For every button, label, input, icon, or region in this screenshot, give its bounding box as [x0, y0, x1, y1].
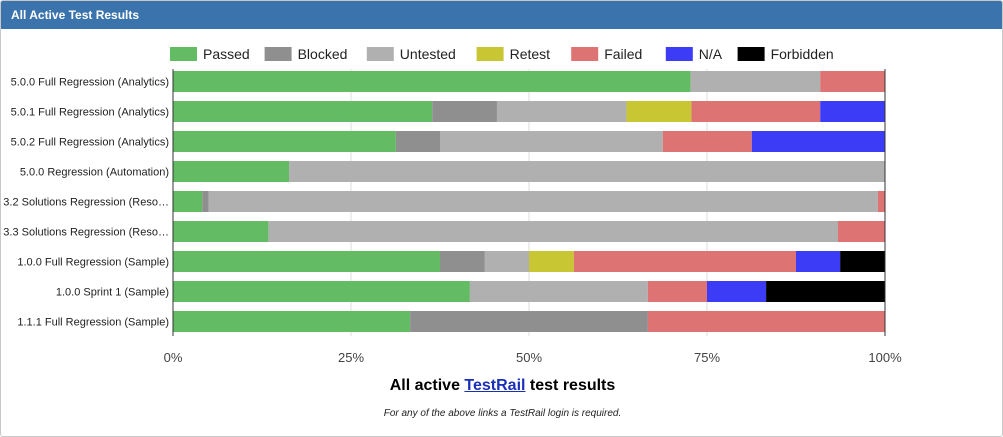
bar-passed-8	[173, 311, 411, 332]
bar-passed-1	[173, 101, 433, 122]
bar-passed-2	[173, 131, 396, 152]
legend-label: Retest	[510, 46, 551, 62]
legend-swatch-passed	[170, 47, 197, 61]
bar-untested-4	[208, 191, 878, 212]
bar-untested-6	[484, 251, 529, 272]
category-label: 5.0.0 Full Regression (Analytics)	[11, 77, 169, 89]
bar-failed-0	[820, 71, 885, 92]
bar-failed-6	[573, 251, 796, 272]
category-label: 5.0.1 Full Regression (Analytics)	[11, 107, 169, 119]
category-label: 3.2 Solutions Regression (Reso…	[3, 197, 169, 209]
legend-swatch-na	[665, 47, 693, 61]
bar-blocked-4	[202, 191, 209, 212]
x-tick-label: 100%	[868, 350, 902, 365]
bar-passed-3	[173, 161, 290, 182]
caption-prefix: All active	[389, 377, 465, 394]
legend-label: N/A	[699, 46, 723, 62]
bar-passed-6	[173, 251, 440, 272]
bar-na-6	[796, 251, 841, 272]
bar-blocked-8	[410, 311, 648, 332]
category-label: 5.0.2 Full Regression (Analytics)	[11, 137, 169, 149]
caption-suffix: test results	[525, 377, 616, 394]
bar-retest-6	[529, 251, 574, 272]
bar-blocked-1	[432, 101, 497, 122]
legend-swatch-failed	[571, 47, 599, 61]
legend-swatch-blocked	[264, 47, 292, 61]
login-note: For any of the above links a TestRail lo…	[383, 408, 622, 419]
bar-forbidden-7	[766, 281, 885, 302]
category-label: 1.0.0 Full Regression (Sample)	[17, 257, 169, 269]
legend-swatch-forbidden	[737, 47, 765, 61]
bar-failed-2	[662, 131, 752, 152]
bar-blocked-6	[440, 251, 485, 272]
bar-passed-4	[173, 191, 203, 212]
x-tick-label: 50%	[516, 350, 542, 365]
bar-blocked-2	[395, 131, 440, 152]
legend-label: Blocked	[298, 46, 348, 62]
bar-failed-7	[647, 281, 707, 302]
legend-swatch-untested	[366, 47, 394, 61]
x-tick-label: 75%	[694, 350, 720, 365]
panel-title: All Active Test Results	[1, 1, 1002, 29]
bar-forbidden-6	[840, 251, 885, 272]
testrail-link[interactable]: TestRail	[464, 377, 526, 394]
x-tick-label: 25%	[338, 350, 364, 365]
category-label: 1.1.1 Full Regression (Sample)	[17, 317, 169, 329]
bar-failed-4	[877, 191, 885, 212]
x-tick-label: 0%	[164, 350, 183, 365]
chart-caption: All active TestRail test results	[1, 377, 1002, 395]
bar-retest-1	[626, 101, 692, 122]
bar-na-2	[751, 131, 885, 152]
bar-untested-7	[469, 281, 648, 302]
bar-untested-5	[268, 221, 839, 242]
bar-passed-0	[173, 71, 691, 92]
stacked-bar-chart: Passed Blocked Untested Retest Failed N/A Forb…	[3, 46, 902, 365]
bar-failed-1	[691, 101, 821, 122]
category-label: 1.0.0 Sprint 1 (Sample)	[56, 287, 169, 299]
bar-passed-7	[173, 281, 470, 302]
bar-failed-8	[647, 311, 885, 332]
legend-label: Forbidden	[771, 46, 834, 62]
legend-label: Failed	[604, 46, 642, 62]
bar-failed-5	[838, 221, 885, 242]
bar-untested-0	[690, 71, 821, 92]
bar-passed-5	[173, 221, 269, 242]
bar-na-7	[707, 281, 767, 302]
category-label: 5.0.0 Regression (Automation)	[20, 167, 169, 179]
bar-na-1	[820, 101, 885, 122]
category-label: 3.3 Solutions Regression (Reso…	[3, 227, 169, 239]
bar-untested-1	[496, 101, 627, 122]
bar-untested-2	[440, 131, 663, 152]
legend-label: Untested	[400, 46, 456, 62]
legend-label: Passed	[203, 46, 250, 62]
bar-untested-3	[289, 161, 885, 182]
legend-swatch-retest	[476, 47, 504, 61]
